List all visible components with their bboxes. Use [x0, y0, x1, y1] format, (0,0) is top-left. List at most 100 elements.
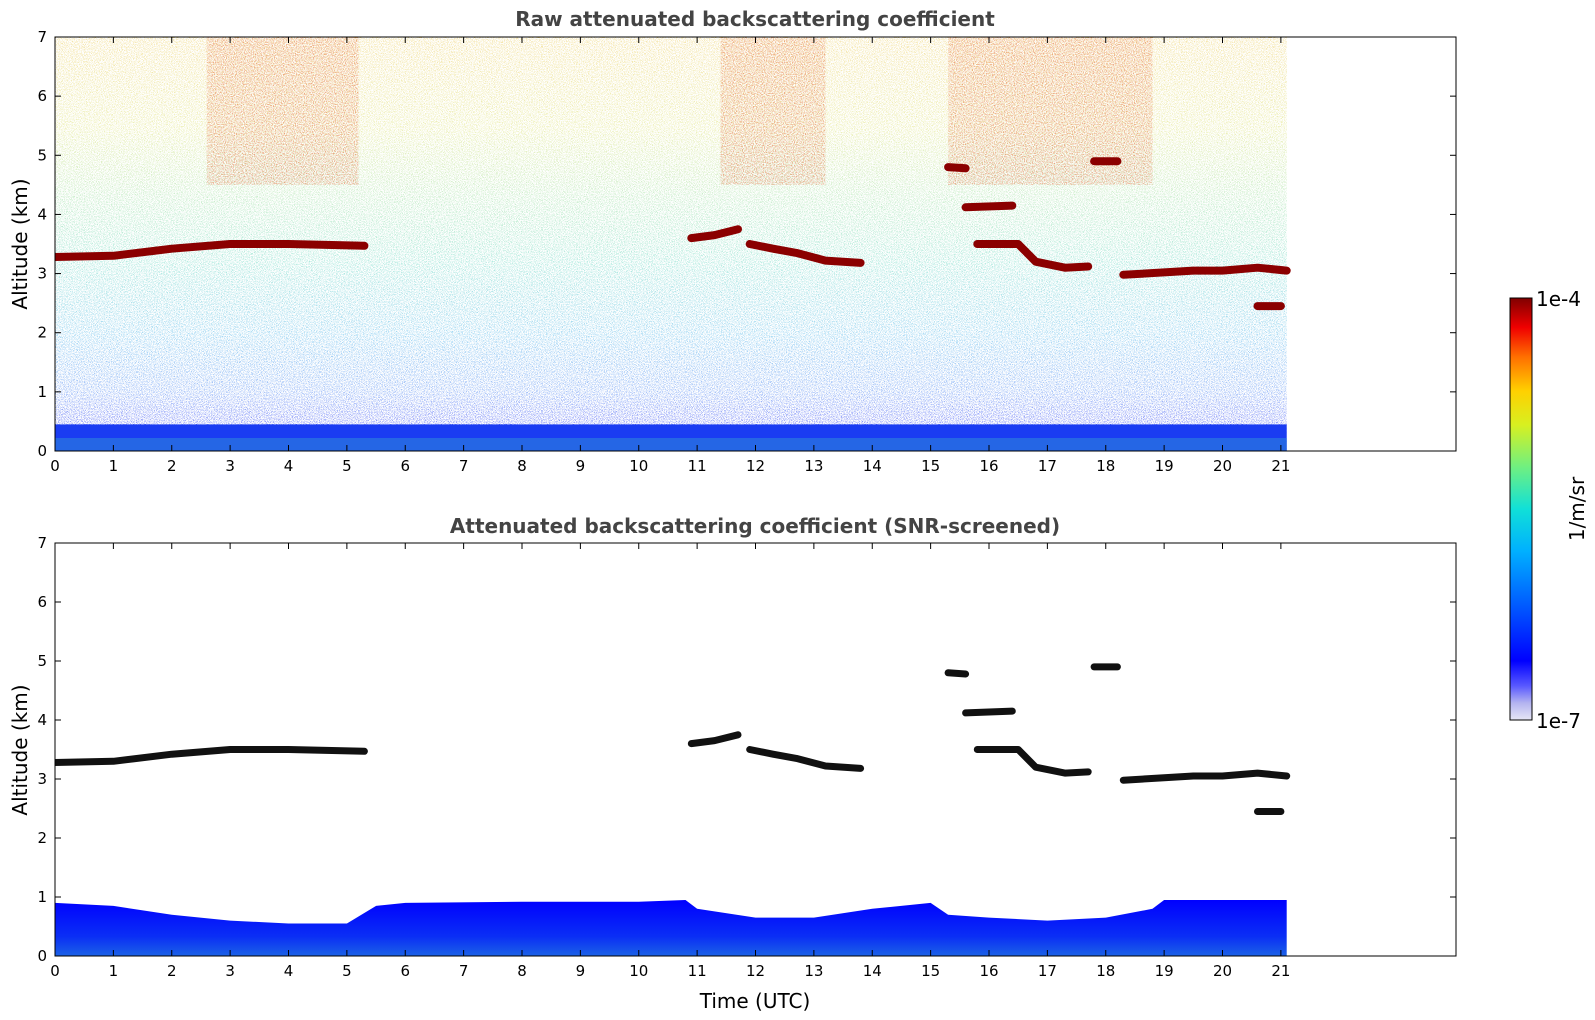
raw-high-noise-patch — [720, 37, 826, 185]
x-tick-label: 19 — [1155, 457, 1174, 475]
panel-raw-title: Raw attenuated backscattering coefficien… — [515, 7, 995, 31]
screened-boundary-layer — [55, 900, 1287, 956]
x-tick-label: 1 — [109, 962, 119, 980]
x-tick-label: 6 — [400, 962, 410, 980]
y-tick-label: 5 — [37, 652, 47, 670]
x-tick-label: 2 — [167, 457, 177, 475]
cloud-layer-1 — [55, 240, 369, 261]
raw-cloud-layers — [55, 157, 1291, 311]
x-tick-label: 4 — [284, 962, 294, 980]
x-tick-label: 20 — [1213, 457, 1232, 475]
screened-cloud-layers — [55, 663, 1291, 815]
colorbar-min-label: 1e-7 — [1536, 709, 1581, 733]
x-tick-label: 11 — [688, 457, 707, 475]
y-tick-label: 4 — [37, 711, 47, 729]
x-tick-label: 20 — [1213, 962, 1232, 980]
x-tick-label: 6 — [400, 457, 410, 475]
panel-screened-y-label: Altitude (km) — [8, 684, 32, 815]
x-tick-label: 3 — [225, 962, 235, 980]
x-tick-label: 8 — [517, 457, 527, 475]
panel-raw-y-label: Altitude (km) — [8, 178, 32, 309]
y-tick-label: 7 — [37, 28, 47, 46]
y-tick-label: 2 — [37, 829, 47, 847]
x-tick-label: 2 — [167, 962, 177, 980]
y-tick-label: 1 — [37, 888, 47, 906]
x-tick-label: 18 — [1096, 962, 1115, 980]
x-tick-label: 8 — [517, 962, 527, 980]
x-tick-label: 9 — [576, 962, 586, 980]
x-tick-label: 21 — [1271, 457, 1290, 475]
raw-backscatter-field — [55, 37, 1287, 451]
cloud-layer-2 — [687, 225, 742, 243]
y-tick-label: 4 — [37, 205, 47, 223]
panel-raw: Raw attenuated backscattering coefficien… — [8, 7, 1457, 475]
x-tick-label: 10 — [629, 457, 648, 475]
x-tick-label: 7 — [459, 962, 469, 980]
cloud-layer-1-screened — [55, 746, 368, 766]
colorbar: 1e-4 1e-7 1/m/sr — [1509, 287, 1589, 733]
x-tick-label: 12 — [746, 457, 765, 475]
cloud-layer-4-screened — [944, 669, 970, 678]
x-tick-label: 15 — [921, 962, 940, 980]
y-tick-label: 6 — [37, 87, 47, 105]
x-tick-label: 17 — [1038, 962, 1057, 980]
cloud-layer-8-screened — [1119, 769, 1291, 784]
cloud-layer-5-screened — [962, 707, 1016, 717]
colorbar-gradient — [1509, 297, 1533, 721]
raw-high-noise-patch — [206, 37, 359, 185]
x-tick-label: 16 — [979, 962, 998, 980]
x-tick-label: 5 — [342, 962, 352, 980]
x-tick-label: 9 — [576, 457, 586, 475]
x-tick-label: 7 — [459, 457, 469, 475]
raw-surface-band-low — [55, 437, 1287, 451]
x-axis-label: Time (UTC) — [699, 989, 811, 1013]
panel-raw-x-ticks: 0 1 2 3 4 5 6 7 8 9 10 11 12 13 14 15 16 17 18 19 20 21 — [50, 37, 1290, 475]
cloud-layer-4 — [944, 163, 970, 173]
x-tick-label: 4 — [284, 457, 294, 475]
x-tick-label: 16 — [979, 457, 998, 475]
cloud-layer-3 — [745, 240, 865, 267]
x-tick-label: 11 — [688, 962, 707, 980]
x-tick-label: 0 — [50, 962, 60, 980]
panel-raw-y-ticks: 0 1 2 3 4 5 6 7 — [37, 28, 1456, 460]
cloud-layer-6 — [973, 240, 1093, 272]
x-tick-label: 10 — [629, 962, 648, 980]
y-tick-label: 3 — [37, 770, 47, 788]
cloud-layer-8 — [1119, 263, 1291, 279]
x-tick-label: 18 — [1096, 457, 1115, 475]
x-tick-label: 21 — [1271, 962, 1290, 980]
y-tick-label: 2 — [37, 324, 47, 342]
y-tick-label: 5 — [37, 146, 47, 164]
cloud-layer-5 — [961, 201, 1017, 212]
cloud-layer-2-screened — [687, 731, 742, 748]
y-tick-label: 0 — [37, 442, 47, 460]
x-tick-label: 5 — [342, 457, 352, 475]
x-tick-label: 19 — [1155, 962, 1174, 980]
panel-screened-y-ticks: 0 1 2 3 4 5 6 7 — [37, 534, 1456, 965]
x-tick-label: 17 — [1038, 457, 1057, 475]
x-tick-label: 13 — [804, 962, 823, 980]
raw-high-noise-patch — [948, 37, 1153, 185]
x-tick-label: 1 — [109, 457, 119, 475]
x-tick-label: 3 — [225, 457, 235, 475]
y-tick-label: 0 — [37, 947, 47, 965]
y-tick-label: 3 — [37, 265, 47, 283]
colorbar-unit-label: 1/m/sr — [1565, 476, 1589, 541]
panel-screened-x-ticks: 0 1 2 3 4 5 6 7 8 9 10 11 12 13 14 15 16 17 18 19 20 21 — [50, 543, 1290, 980]
boundary-layer-area — [55, 900, 1287, 956]
x-tick-label: 14 — [863, 962, 882, 980]
cloud-layer-6-screened — [973, 746, 1092, 777]
panel-screened-title: Attenuated backscattering coefficient (S… — [450, 514, 1060, 538]
x-tick-label: 14 — [863, 457, 882, 475]
panel-screened: Attenuated backscattering coefficient (S… — [8, 514, 1457, 1013]
y-tick-label: 6 — [37, 593, 47, 611]
cloud-layer-3-screened — [746, 746, 865, 772]
y-tick-label: 7 — [37, 534, 47, 552]
colorbar-max-label: 1e-4 — [1536, 287, 1581, 311]
y-tick-label: 1 — [37, 383, 47, 401]
x-tick-label: 0 — [50, 457, 60, 475]
x-tick-label: 15 — [921, 457, 940, 475]
x-tick-label: 12 — [746, 962, 765, 980]
x-tick-label: 13 — [804, 457, 823, 475]
